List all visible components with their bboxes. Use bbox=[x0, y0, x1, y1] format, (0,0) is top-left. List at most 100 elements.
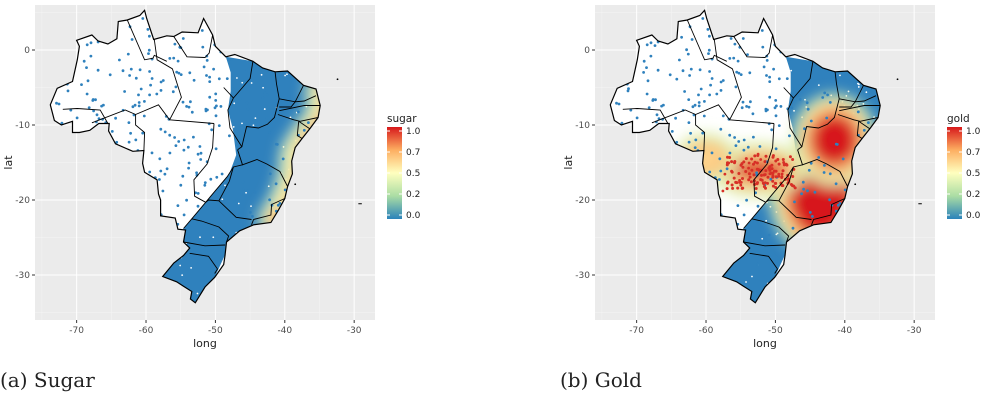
municipality-point bbox=[719, 89, 723, 92]
municipality-point bbox=[733, 136, 736, 139]
municipality-point bbox=[697, 93, 700, 97]
municipality-point bbox=[617, 102, 621, 106]
municipality-point bbox=[89, 54, 93, 58]
municipality-point bbox=[219, 105, 223, 108]
municipality-point bbox=[826, 93, 829, 97]
municipality-point bbox=[89, 41, 93, 45]
speckle bbox=[738, 125, 741, 128]
municipality-point bbox=[208, 80, 212, 83]
speckle bbox=[847, 90, 850, 93]
municipality-point bbox=[649, 54, 653, 58]
gold-point bbox=[762, 185, 766, 189]
municipality-point bbox=[241, 180, 245, 184]
speckle bbox=[221, 198, 224, 201]
municipality-point bbox=[834, 182, 838, 186]
municipality-point bbox=[765, 74, 768, 77]
municipality-point bbox=[801, 180, 805, 184]
municipality-point bbox=[261, 96, 265, 99]
municipality-point bbox=[296, 110, 300, 114]
gold-point bbox=[730, 160, 734, 164]
legend-tick-label: 0.25 bbox=[406, 190, 420, 200]
gold-point bbox=[750, 168, 754, 172]
municipality-point bbox=[843, 188, 847, 192]
municipality-point bbox=[214, 92, 218, 96]
municipality-point bbox=[127, 121, 131, 124]
state-border bbox=[695, 104, 775, 124]
gold-point bbox=[749, 180, 753, 184]
municipality-point bbox=[200, 29, 204, 32]
municipality-point bbox=[246, 189, 249, 193]
gold-point bbox=[791, 175, 795, 178]
municipality-point bbox=[828, 172, 832, 176]
municipality-point bbox=[66, 89, 70, 93]
municipality-point bbox=[620, 121, 624, 125]
municipality-point bbox=[142, 114, 146, 118]
municipality-point bbox=[789, 58, 793, 61]
municipality-point bbox=[164, 274, 168, 278]
municipality-point bbox=[75, 116, 79, 120]
gold-point bbox=[732, 176, 736, 180]
municipality-point bbox=[706, 28, 710, 31]
municipality-point bbox=[234, 201, 238, 205]
municipality-point bbox=[196, 204, 200, 208]
x-tick-label: -70 bbox=[69, 326, 84, 336]
gold-point bbox=[790, 184, 794, 187]
municipality-points bbox=[615, 17, 870, 294]
municipality-point bbox=[867, 121, 870, 124]
municipality-point bbox=[626, 89, 630, 93]
x-tick-label: -60 bbox=[699, 326, 714, 336]
municipality-point bbox=[642, 71, 645, 74]
municipality-point bbox=[758, 145, 762, 148]
municipality-point bbox=[163, 130, 167, 134]
municipality-point bbox=[841, 157, 845, 161]
state-border bbox=[749, 252, 779, 274]
municipality-point bbox=[143, 100, 146, 103]
municipality-point bbox=[729, 37, 733, 40]
gold-point bbox=[760, 178, 764, 182]
municipality-point bbox=[733, 42, 737, 46]
municipality-point bbox=[168, 133, 172, 137]
municipality-point bbox=[828, 198, 831, 202]
gold-point bbox=[756, 154, 760, 157]
municipality-point bbox=[236, 94, 239, 98]
municipality-point bbox=[203, 181, 207, 185]
municipality-point bbox=[248, 211, 252, 214]
gold-point bbox=[737, 172, 741, 175]
municipality-point bbox=[645, 92, 649, 96]
municipality-point bbox=[201, 45, 205, 49]
sugar-map-chart: -70 -60 -50 -40 -30 0 -10 -20 -30 long lat sugar 1.0… bbox=[2, 5, 420, 350]
municipality-point bbox=[805, 68, 809, 72]
speckle bbox=[212, 84, 215, 87]
municipality-point bbox=[785, 77, 789, 80]
municipality-point bbox=[173, 42, 177, 46]
gold-point bbox=[740, 162, 744, 166]
municipality-point bbox=[748, 71, 752, 75]
speckle bbox=[865, 91, 868, 94]
state-border bbox=[801, 71, 840, 147]
state-border bbox=[839, 105, 881, 112]
municipality-point bbox=[263, 91, 267, 95]
municipality-point bbox=[862, 128, 866, 132]
municipality-point bbox=[707, 52, 710, 55]
municipality-point bbox=[209, 177, 213, 181]
municipality-point bbox=[95, 113, 99, 117]
speckle bbox=[728, 213, 730, 216]
municipality-point bbox=[229, 58, 233, 61]
municipality-point bbox=[775, 104, 778, 108]
municipality-point bbox=[215, 104, 218, 108]
speckle bbox=[164, 133, 167, 136]
municipality-point bbox=[163, 172, 167, 176]
municipality-point bbox=[779, 105, 783, 108]
municipality-point bbox=[134, 138, 138, 142]
gold-point bbox=[777, 174, 781, 178]
state-border bbox=[223, 87, 243, 151]
state-border bbox=[783, 87, 803, 151]
municipality-point bbox=[176, 204, 180, 208]
speckle bbox=[245, 191, 247, 194]
municipality-point bbox=[675, 77, 679, 81]
municipality-point bbox=[834, 142, 838, 146]
speckle bbox=[210, 113, 213, 115]
speckle bbox=[260, 73, 263, 76]
municipality-point bbox=[653, 44, 657, 47]
municipality-point bbox=[188, 226, 192, 229]
